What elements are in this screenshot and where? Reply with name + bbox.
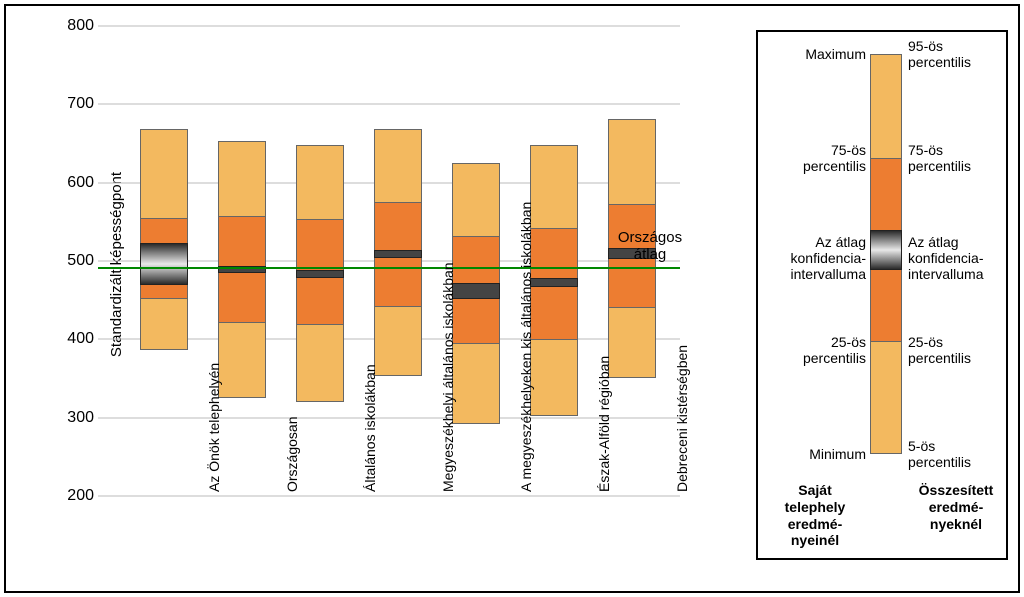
legend-left-label: Minimum <box>764 446 866 462</box>
legend-left-label: 75-öspercentilis <box>764 142 866 174</box>
legend-bar <box>870 54 902 454</box>
legend-left-label: Maximum <box>764 46 866 62</box>
chart-area: Standardizált képességpont 2003004005006… <box>6 6 726 591</box>
legend-bottom-right: Összesítetteredmé-nyeknél <box>908 482 1004 532</box>
legend-right-label: 95-öspercentilis <box>908 38 1004 70</box>
bar-segment <box>374 250 422 258</box>
legend-right-label: 5-öspercentilis <box>908 438 1004 470</box>
category-label: Észak-Alföld régióban <box>596 356 612 492</box>
y-tick-label: 800 <box>54 17 94 35</box>
y-tick-label: 300 <box>54 409 94 427</box>
legend-left-label: 25-öspercentilis <box>764 334 866 366</box>
y-tick-label: 400 <box>54 330 94 348</box>
bar-group <box>218 26 266 496</box>
y-tick-label: 700 <box>54 95 94 113</box>
bar-group <box>452 26 500 496</box>
bar-segment <box>452 283 500 299</box>
chart-outer-frame: Standardizált képességpont 2003004005006… <box>4 4 1020 593</box>
bar-segment <box>296 270 344 278</box>
bar-group <box>140 26 188 496</box>
bar-group <box>296 26 344 496</box>
category-label: A megyeszékhelyeken kis általános iskolá… <box>518 202 534 492</box>
plot-area <box>98 26 680 496</box>
bar-segment <box>140 243 188 285</box>
legend-left-label: Az átlagkonfidencia-intervalluma <box>764 234 866 282</box>
y-tick-label: 600 <box>54 174 94 192</box>
national-average-label: Országosátlag <box>610 230 690 263</box>
legend-right-label: 25-öspercentilis <box>908 334 1004 366</box>
legend-right-label: 75-öspercentilis <box>908 142 1004 174</box>
category-label: Az Önök telephelyén <box>206 363 222 492</box>
legend-bottom-left: Sajáttelephelyeredmé-nyeinél <box>764 482 866 549</box>
y-tick-label: 200 <box>54 487 94 505</box>
category-label: Országosan <box>284 417 300 492</box>
bar-group <box>530 26 578 496</box>
y-tick-label: 500 <box>54 252 94 270</box>
legend-bar-segment <box>870 230 902 270</box>
category-label: Általános iskolákban <box>362 364 378 492</box>
category-label: Megyeszékhelyi általános iskolákban <box>440 262 456 492</box>
legend-right-label: Az átlagkonfidencia-intervalluma <box>908 234 1004 282</box>
category-label: Debreceni kistérségben <box>674 345 690 492</box>
national-average-line <box>98 267 680 269</box>
bar-segment <box>530 278 578 287</box>
bar-group <box>374 26 422 496</box>
legend-box: Maximum 75-öspercentilis Az átlagkonfidenc… <box>756 30 1008 560</box>
